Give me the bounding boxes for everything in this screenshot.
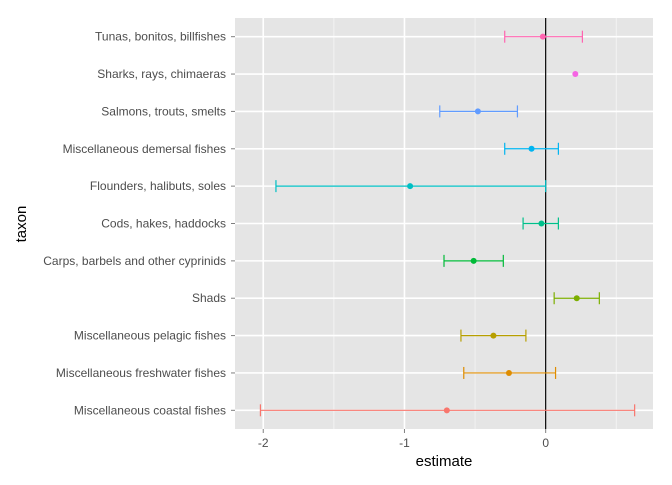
y-tick-label: Flounders, halibuts, soles <box>90 179 226 193</box>
estimate-point <box>572 71 579 78</box>
y-tick-label: Miscellaneous pelagic fishes <box>74 329 226 343</box>
y-tick-label: Cods, hakes, haddocks <box>101 217 226 231</box>
y-tick-label: Salmons, trouts, smelts <box>101 104 226 118</box>
y-axis: Miscellaneous coastal fishes Miscellaneou… <box>43 30 235 417</box>
y-tick-label: Miscellaneous freshwater fishes <box>56 366 226 380</box>
x-tick-label: -1 <box>399 436 410 450</box>
estimate-point <box>474 108 481 115</box>
y-tick-label: Sharks, rays, chimaeras <box>97 67 226 81</box>
data-marks <box>259 18 636 429</box>
y-tick-label: Tunas, bonitos, billfishes <box>95 30 226 44</box>
estimate-point <box>407 183 414 190</box>
estimate-point <box>538 220 545 227</box>
estimate-point <box>539 33 546 40</box>
x-tick-label: 0 <box>542 436 549 450</box>
x-axis-title: estimate <box>416 453 473 470</box>
estimate-point <box>573 295 580 302</box>
x-axis: -2 -1 0 <box>258 429 549 450</box>
y-tick-label: Miscellaneous demersal fishes <box>63 142 226 156</box>
y-tick-label: Miscellaneous coastal fishes <box>74 403 226 417</box>
y-axis-title: taxon <box>13 206 30 243</box>
x-tick-label: -2 <box>258 436 269 450</box>
estimate-point <box>505 369 512 376</box>
y-tick-label: Shads <box>192 291 226 305</box>
y-tick-label: Carps, barbels and other cyprinids <box>43 254 226 268</box>
estimate-point <box>443 407 450 414</box>
estimate-point <box>490 332 497 339</box>
estimate-point <box>470 257 477 264</box>
estimate-point <box>528 145 535 152</box>
